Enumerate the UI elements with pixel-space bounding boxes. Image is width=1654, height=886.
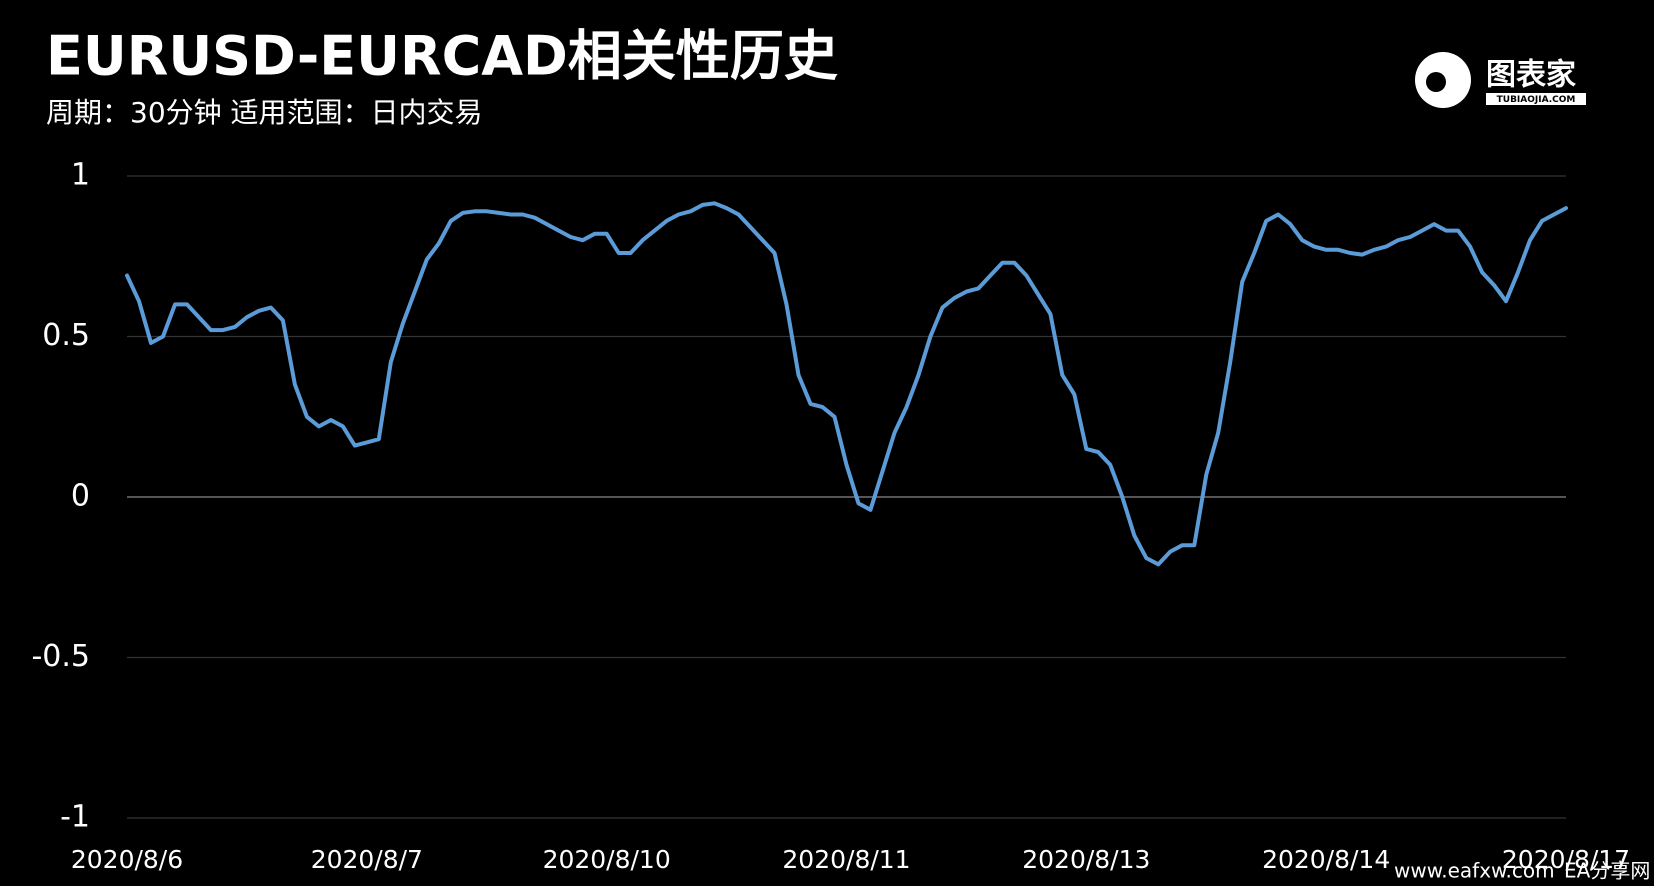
watermark-name: EA分享网	[1564, 859, 1650, 883]
y-tick-label: -0.5	[31, 639, 90, 674]
x-tick-label: 2020/8/14	[1262, 845, 1390, 874]
watermark-site: www.eafxw.com	[1394, 859, 1555, 883]
x-tick-label: 2020/8/11	[782, 845, 910, 874]
logo-site-bg	[1486, 93, 1586, 105]
chart-title: EURUSD-EURCAD相关性历史	[46, 25, 838, 88]
line	[125, 201, 1568, 567]
y-tick-label: 0	[71, 479, 90, 514]
logo-name: 图表家	[1486, 58, 1576, 93]
chart-subtitle: 周期：30分钟 适用范围：日内交易	[46, 96, 483, 129]
x-tick-label: 2020/8/10	[543, 845, 671, 874]
y-tick-label: -1	[60, 800, 90, 835]
logo: 图表家 TUBIAOJIA.COM	[1415, 52, 1586, 108]
x-tick-label: 2020/8/13	[1022, 845, 1150, 874]
y-tick-label: 1	[71, 158, 90, 193]
logo-icon-eye	[1426, 72, 1446, 92]
x-tick-label: 2020/8/17	[1502, 845, 1630, 874]
x-tick-label: 2020/8/7	[311, 845, 423, 874]
logo-site: TUBIAOJIA.COM	[1497, 95, 1576, 105]
plot: -1 -0.5 0 0.5 1 2020/8/6 2020/8/7 2020/8/10 2020…	[31, 158, 1630, 875]
x-tick-label: 2020/8/6	[71, 845, 183, 874]
y-tick-label: 0.5	[42, 318, 90, 353]
